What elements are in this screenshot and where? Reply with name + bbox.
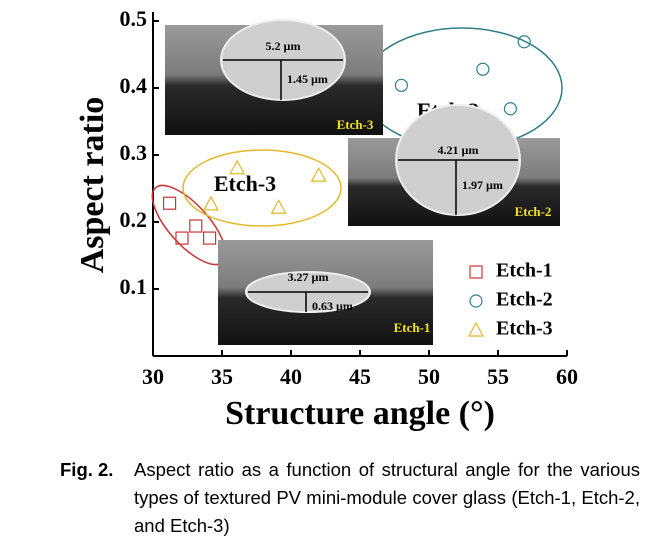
marker bbox=[162, 196, 177, 210]
inset-image: 3.27 µm 0.63 µm Etch-1 bbox=[218, 240, 433, 345]
marker bbox=[517, 35, 531, 49]
legend-marker bbox=[469, 294, 483, 308]
y-axis-label: Aspect ratio bbox=[74, 97, 111, 274]
marker bbox=[503, 102, 518, 116]
legend-marker bbox=[469, 265, 483, 279]
y-tick-label: 0.3 bbox=[120, 140, 148, 165]
legend-label: Etch-1 bbox=[496, 260, 553, 282]
marker bbox=[189, 219, 203, 233]
marker bbox=[202, 195, 219, 211]
marker bbox=[202, 231, 217, 245]
inset-image: 4.21 µm 1.97 µm Etch-2 bbox=[348, 104, 560, 226]
x-tick-label: 50 bbox=[418, 364, 440, 389]
inset-depth: 1.97 µm bbox=[462, 178, 503, 192]
inset-label: Etch-2 bbox=[515, 204, 552, 219]
marker bbox=[270, 198, 287, 214]
x-tick-label: 35 bbox=[211, 364, 233, 389]
x-axis-label: Structure angle (°) bbox=[225, 395, 495, 432]
legend-marker bbox=[467, 321, 485, 337]
x-tick-label: 40 bbox=[280, 364, 302, 389]
inset-depth: 0.63 µm bbox=[312, 299, 353, 313]
y-tick-label: 0.4 bbox=[120, 73, 148, 98]
legend-label: Etch-3 bbox=[496, 318, 553, 340]
group-label: Etch-3 bbox=[214, 171, 276, 196]
marker bbox=[394, 78, 408, 92]
y-tick-label: 0.1 bbox=[120, 274, 148, 299]
chart: Aspect ratio Structure angle (°) 0.1 0.2 0… bbox=[74, 6, 578, 432]
inset-label: Etch-1 bbox=[394, 320, 431, 335]
caption-label: Fig. 2. bbox=[60, 459, 114, 480]
caption: Fig. 2. Aspect ratio as a function of str… bbox=[60, 456, 640, 540]
x-tick-label: 55 bbox=[487, 364, 509, 389]
inset-width: 4.21 µm bbox=[438, 143, 479, 157]
marker bbox=[175, 231, 189, 245]
marker bbox=[476, 62, 490, 76]
x-tick-label: 30 bbox=[142, 364, 164, 389]
marker bbox=[229, 159, 246, 175]
inset-width: 3.27 µm bbox=[288, 270, 329, 284]
inset-depth: 1.45 µm bbox=[287, 72, 328, 86]
x-tick-label: 60 bbox=[556, 364, 578, 389]
marker bbox=[310, 166, 327, 182]
legend-label: Etch-2 bbox=[496, 289, 553, 311]
x-tick-label: 45 bbox=[349, 364, 371, 389]
y-tick-label: 0.5 bbox=[120, 6, 148, 31]
group-ellipse bbox=[182, 149, 342, 227]
inset-image: 5.2 µm 1.45 µm Etch-3 bbox=[165, 19, 383, 135]
y-tick-label: 0.2 bbox=[120, 207, 148, 232]
caption-text: Aspect ratio as a function of structural… bbox=[134, 459, 640, 536]
inset-label: Etch-3 bbox=[337, 117, 374, 132]
inset-width: 5.2 µm bbox=[266, 39, 301, 53]
